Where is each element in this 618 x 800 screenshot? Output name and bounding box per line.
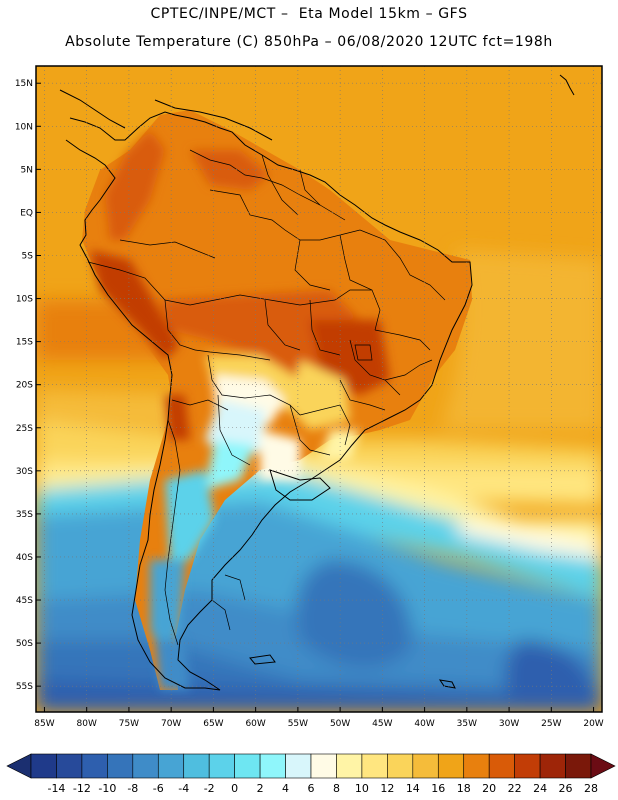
lon-label: 85W	[34, 719, 54, 729]
colorbar-swatch	[81, 753, 108, 779]
chart-title-line-1: CPTEC/INPE/MCT – Eta Model 15km – GFS	[150, 6, 468, 22]
colorbar-swatch	[539, 753, 566, 779]
colorbar-swatch	[310, 753, 337, 779]
colorbar-label: -4	[178, 782, 189, 795]
longitude-axis: 85W 80W 75W 70W 65W 60W 55W 50W 45W 40W 35W 30W 25W 2…	[34, 707, 604, 729]
colorbar-swatch	[259, 753, 286, 779]
colorbar-label: 18	[457, 782, 471, 795]
colorbar-label: 16	[431, 782, 445, 795]
colorbar-label: 28	[584, 782, 598, 795]
lon-label: 50W	[330, 719, 350, 729]
colorbar-label: -8	[127, 782, 138, 795]
colorbar-swatch	[157, 753, 185, 779]
lat-label: 30S	[16, 467, 33, 477]
country-borders	[87, 149, 446, 646]
chart-title-line-2: Absolute Temperature (C) 850hPa – 06/08/…	[65, 34, 553, 50]
colorbar-swatch	[488, 753, 515, 779]
lat-label: 50S	[16, 639, 33, 649]
colorbar-swatch	[56, 753, 83, 779]
colorbar-swatch	[361, 753, 388, 779]
colorbar-swatch	[514, 753, 541, 779]
lon-label: 80W	[77, 719, 97, 729]
lat-label: 10S	[16, 295, 33, 305]
colorbar-swatch	[234, 753, 261, 779]
colorbar-swatch	[412, 753, 439, 779]
colorbar-label: 24	[533, 782, 547, 795]
land-field	[82, 110, 472, 690]
lon-label: 75W	[119, 719, 139, 729]
colorbar-swatch	[107, 753, 134, 779]
colorbar-swatch	[285, 753, 312, 779]
colorbar-swatch	[30, 753, 57, 779]
colorbar-label: 4	[282, 782, 289, 795]
lon-label: 20W	[583, 719, 603, 729]
lat-label: 25S	[16, 424, 33, 434]
colorbar-swatch	[437, 753, 465, 779]
lon-label: 60W	[245, 719, 265, 729]
colorbar-label: 22	[508, 782, 522, 795]
colorbar-label: 10	[355, 782, 369, 795]
colorbar-label: 2	[257, 782, 264, 795]
temperature-field	[36, 66, 602, 712]
colorbar-label: 0	[231, 782, 238, 795]
colorbar-label: 20	[482, 782, 496, 795]
coastlines	[59, 74, 575, 691]
colorbar-swatch	[132, 753, 159, 779]
colorbar-label: -6	[153, 782, 164, 795]
lon-label: 65W	[203, 719, 223, 729]
colorbar-under-arrow	[6, 753, 32, 779]
colorbar-label: 6	[308, 782, 315, 795]
lat-label: 20S	[16, 381, 33, 391]
colorbar-labels: -14 -12 -10 -8 -6 -4 -2 0 2 4 6 8 10 12 14 16 18 20 22 24 26…	[47, 782, 598, 795]
colorbar-swatch	[208, 753, 235, 779]
colorbar-label: 12	[380, 782, 394, 795]
lat-label: 15S	[16, 338, 33, 348]
colorbar-label: 26	[559, 782, 573, 795]
colorbar-swatch	[387, 753, 414, 779]
lat-label: EQ	[20, 208, 33, 218]
lon-label: 25W	[541, 719, 561, 729]
colorbar-label: -14	[47, 782, 65, 795]
lat-label: 10N	[15, 122, 33, 132]
colorbar-label: 14	[406, 782, 420, 795]
map-frame	[35, 65, 603, 713]
lon-label: 40W	[414, 719, 434, 729]
lon-label: 35W	[457, 719, 477, 729]
lat-label: 5S	[22, 251, 34, 261]
lat-label: 55S	[16, 682, 33, 692]
colorbar-label: 8	[333, 782, 340, 795]
colorbar-label: -2	[204, 782, 215, 795]
colorbar-swatch	[183, 753, 210, 779]
latitude-axis: 15N 10N 5N EQ 5S 10S 15S 20S 25S 30S 35S 40S 45S 50S 5…	[15, 79, 41, 692]
lat-label: 15N	[15, 79, 33, 89]
lat-label: 45S	[16, 596, 33, 606]
colorbar-swatch	[565, 753, 592, 779]
colorbar-label: -12	[73, 782, 91, 795]
colorbar-label: -10	[98, 782, 116, 795]
lon-label: 70W	[161, 719, 181, 729]
colorbar-over-arrow	[590, 753, 616, 779]
colorbar-swatch	[336, 753, 363, 779]
lat-label: 35S	[16, 510, 33, 520]
lat-label: 40S	[16, 553, 33, 563]
lon-label: 55W	[288, 719, 308, 729]
lon-label: 45W	[372, 719, 392, 729]
lon-label: 30W	[499, 719, 519, 729]
lat-label: 5N	[21, 165, 33, 175]
colorbar	[6, 753, 616, 779]
colorbar-swatch	[463, 753, 490, 779]
